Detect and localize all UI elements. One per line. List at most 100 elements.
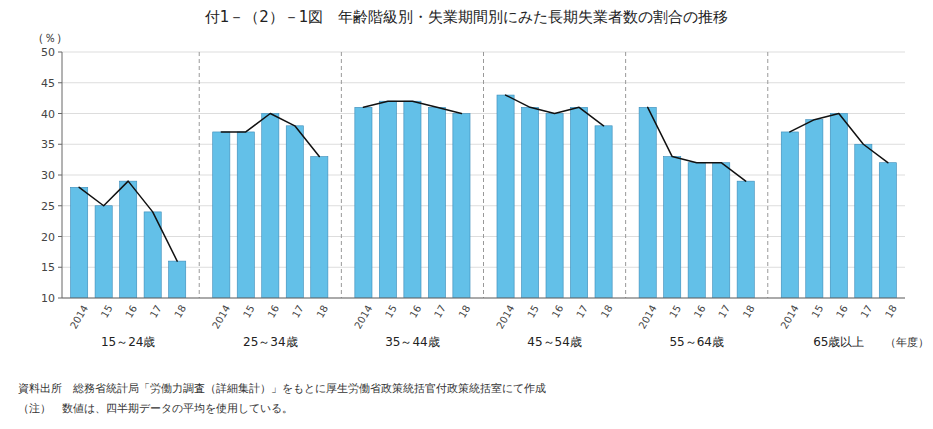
x-tick-label: 17	[716, 303, 732, 320]
bar	[595, 126, 612, 298]
bar	[570, 107, 587, 298]
y-tick-label: 45	[41, 77, 55, 90]
grid-line	[62, 298, 905, 299]
footnote: （注） 数値は、四半期データの平均を使用している。	[18, 402, 293, 415]
title: 付1－（2）－1図 年齢階級別・失業期間別にみた長期失業者数の割合の推移	[204, 8, 729, 26]
x-tick-label: 15	[667, 303, 683, 320]
x-tick-label: 17	[148, 303, 164, 320]
y-tick	[58, 205, 62, 206]
grid-line	[62, 113, 905, 114]
y-tick	[58, 236, 62, 237]
x-tick-label: 15	[525, 303, 541, 320]
y-tick-label: 10	[41, 292, 55, 305]
x-tick-label: 15	[809, 303, 825, 320]
x-tick-label: 17	[432, 303, 448, 320]
bar	[830, 114, 847, 299]
y-axis-label: （％）	[32, 31, 68, 45]
line	[506, 95, 604, 126]
y-tick-label: 20	[41, 231, 55, 244]
y-tick-label: 35	[41, 138, 55, 151]
y-axis	[62, 52, 63, 298]
x-tick-label: 17	[290, 303, 306, 320]
bar	[379, 101, 396, 298]
group-separator	[341, 52, 342, 298]
x-tick-label: 17	[858, 303, 874, 320]
group-label: 45～54歳	[527, 335, 582, 349]
x-tick-label: 18	[457, 303, 473, 320]
x-tick-label: 16	[692, 303, 708, 320]
bar	[713, 163, 730, 298]
line	[221, 114, 319, 157]
grid	[62, 52, 905, 298]
bar	[237, 132, 254, 298]
bar	[453, 114, 470, 299]
bar	[497, 95, 514, 298]
x-tick-label: 2014	[210, 303, 232, 331]
y-tick	[58, 82, 62, 83]
x-tick-label: 2014	[779, 303, 801, 331]
x-tick-label: 16	[550, 303, 566, 320]
bar	[311, 157, 328, 298]
bar	[71, 187, 88, 298]
group-label: 15～24歳	[101, 335, 156, 349]
x-tick-label: 15	[383, 303, 399, 320]
bar	[404, 101, 421, 298]
group-label: 65歳以上	[813, 335, 864, 349]
x-tick-label: 18	[172, 303, 188, 320]
y-tick-label: 25	[41, 200, 55, 213]
plot-area	[71, 95, 897, 298]
bar	[781, 132, 798, 298]
x-tick-label: 15	[99, 303, 115, 320]
bar	[120, 181, 137, 298]
group-separator	[767, 52, 768, 298]
chart: 付1－（2）－1図 年齢階級別・失業期間別にみた長期失業者数の割合の推移 （％） 1…	[0, 0, 933, 429]
y-tick-label: 50	[41, 46, 55, 59]
y-tick-label: 15	[41, 261, 55, 274]
group-separator	[483, 52, 484, 298]
x-axis	[62, 298, 905, 299]
x-tick-label: 18	[599, 303, 615, 320]
grid-line	[62, 267, 905, 268]
x-tick-label: 15	[241, 303, 257, 320]
bar	[806, 120, 823, 298]
bar	[169, 261, 186, 298]
group-label: 55～64歳	[669, 335, 724, 349]
x-tick-label: 2014	[352, 303, 374, 331]
bar	[355, 107, 372, 298]
bar	[664, 157, 681, 298]
y-tick	[58, 298, 62, 299]
x-tick-label: 16	[123, 303, 139, 320]
bar	[855, 144, 872, 298]
bar	[737, 181, 754, 298]
bar	[95, 206, 112, 298]
x-tick-label: 16	[265, 303, 281, 320]
y-tick	[58, 52, 62, 53]
bar	[546, 114, 563, 299]
y-tick	[58, 113, 62, 114]
bar	[639, 107, 656, 298]
x-tick-label: 18	[741, 303, 757, 320]
line	[79, 181, 177, 261]
y-tick	[58, 175, 62, 176]
x-tick-label: 2014	[68, 303, 90, 331]
footnote: 資料出所 総務省統計局「労働力調査（詳細集計）」をもとに厚生労働省政策統括官付政…	[18, 382, 546, 395]
group-label: 35～44歳	[385, 335, 440, 349]
bar	[262, 114, 279, 299]
bar	[213, 132, 230, 298]
x-tick-label: 18	[883, 303, 899, 320]
bar	[688, 163, 705, 298]
line	[648, 107, 746, 181]
x-tick-label: 18	[314, 303, 330, 320]
group-separator	[199, 52, 200, 298]
line	[790, 114, 888, 163]
x-tick-label: 2014	[494, 303, 516, 331]
group-label: 25～34歳	[243, 335, 298, 349]
x-tick-label: 2014	[636, 303, 658, 331]
y-tick	[58, 144, 62, 145]
group-separator	[625, 52, 626, 298]
x-tick-label: 17	[574, 303, 590, 320]
bar	[286, 126, 303, 298]
bar	[879, 163, 896, 298]
line	[363, 101, 461, 113]
y-tick	[58, 267, 62, 268]
